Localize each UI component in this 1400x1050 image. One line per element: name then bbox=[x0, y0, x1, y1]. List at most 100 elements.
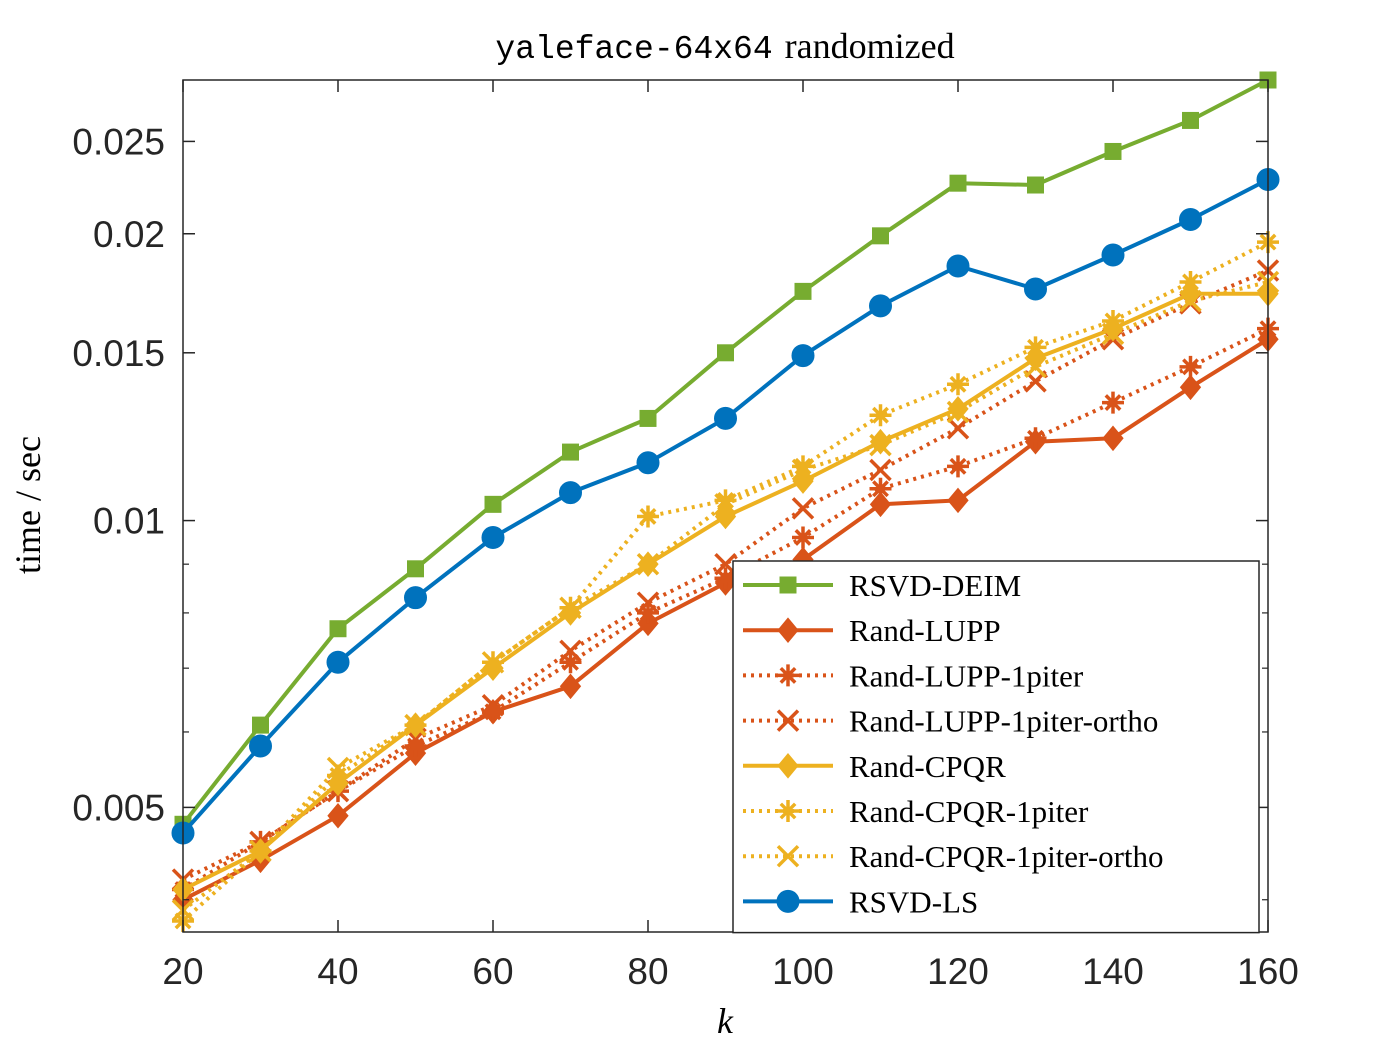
legend-item: Rand-LUPP-1piter-ortho bbox=[743, 704, 1158, 739]
data-point bbox=[637, 505, 659, 528]
data-point bbox=[481, 525, 505, 549]
legend-marker bbox=[779, 576, 797, 594]
legend-marker bbox=[777, 617, 799, 643]
data-point bbox=[326, 756, 350, 780]
data-point bbox=[562, 443, 579, 461]
data-point bbox=[869, 433, 892, 457]
legend-item: Rand-LUPP-1piter bbox=[743, 658, 1084, 693]
data-point bbox=[404, 586, 427, 610]
legend-marker bbox=[777, 800, 799, 822]
data-point bbox=[559, 481, 582, 505]
data-point bbox=[637, 601, 659, 624]
legend-item: Rand-LUPP bbox=[743, 613, 1001, 648]
data-point bbox=[252, 716, 269, 734]
legend-label: Rand-CPQR-1piter bbox=[849, 794, 1089, 829]
data-point bbox=[946, 400, 970, 424]
data-point bbox=[714, 567, 737, 590]
data-point bbox=[1179, 374, 1202, 401]
y-tick-label: 0.01 bbox=[93, 501, 165, 542]
legend-label: Rand-CPQR-1piter-ortho bbox=[849, 839, 1164, 874]
axes-box bbox=[182, 79, 1269, 933]
x-axis-label: k bbox=[717, 1001, 734, 1041]
data-point bbox=[329, 620, 347, 638]
legend-label: Rand-LUPP-1piter bbox=[849, 658, 1084, 693]
data-point bbox=[407, 560, 424, 578]
x-tick-label: 120 bbox=[927, 951, 989, 992]
chart-title-dataset: yaleface-64x64 bbox=[495, 31, 772, 68]
legend-marker bbox=[776, 889, 800, 913]
legend-marker bbox=[776, 844, 800, 868]
data-point bbox=[947, 487, 969, 514]
y-tick-label: 0.015 bbox=[72, 333, 165, 374]
data-point bbox=[1024, 336, 1047, 359]
legend-item: Rand-CPQR-1piter-ortho bbox=[743, 839, 1164, 874]
x-tick-label: 140 bbox=[1082, 951, 1144, 992]
data-point bbox=[1179, 355, 1202, 378]
data-point bbox=[404, 734, 427, 757]
legend-label: RSVD-DEIM bbox=[849, 568, 1021, 603]
series-layer bbox=[171, 71, 1280, 932]
data-point bbox=[947, 373, 969, 396]
data-point bbox=[1024, 277, 1047, 301]
legend-box bbox=[732, 560, 1260, 934]
data-point bbox=[947, 455, 969, 478]
axes-layer: 20 40 60 80 100 120 140 160 0.005 0.01 0.015 0.02 0.… bbox=[72, 79, 1299, 992]
y-tick-label: 0.005 bbox=[72, 787, 165, 828]
legend-item: RSVD-DEIM bbox=[743, 568, 1021, 603]
data-point bbox=[1027, 176, 1044, 194]
data-point bbox=[791, 497, 815, 520]
x-tick-label: 80 bbox=[627, 951, 668, 992]
chart-title: yaleface-64x64 randomized bbox=[495, 26, 954, 68]
x-tick-label: 60 bbox=[472, 951, 513, 992]
y-axis-label: time / sec bbox=[8, 436, 48, 574]
data-point bbox=[872, 227, 889, 245]
data-point bbox=[714, 489, 737, 512]
data-point bbox=[482, 700, 504, 723]
data-point bbox=[791, 458, 815, 482]
data-point bbox=[946, 254, 970, 278]
data-point bbox=[869, 458, 892, 482]
data-point bbox=[1179, 208, 1202, 232]
data-point bbox=[1024, 427, 1047, 450]
data-point bbox=[249, 839, 272, 863]
data-point bbox=[791, 344, 815, 368]
series-line bbox=[182, 268, 1269, 882]
legend-marker bbox=[776, 709, 800, 732]
chart-title-rest: randomized bbox=[785, 26, 955, 66]
x-tick-label: 40 bbox=[317, 951, 358, 992]
data-point bbox=[717, 344, 734, 362]
data-point bbox=[484, 495, 502, 513]
data-point bbox=[559, 639, 582, 663]
data-point bbox=[559, 651, 582, 674]
y-tick-label: 0.02 bbox=[93, 214, 165, 255]
legend-label: Rand-LUPP bbox=[849, 613, 1001, 648]
legend-marker bbox=[777, 753, 799, 779]
data-point bbox=[1102, 391, 1124, 414]
data-point bbox=[869, 404, 892, 427]
legend-marker bbox=[777, 664, 799, 687]
data-point bbox=[714, 552, 737, 576]
data-point bbox=[869, 294, 892, 318]
x-tick-label: 160 bbox=[1237, 951, 1299, 992]
data-point bbox=[327, 802, 349, 829]
data-point bbox=[481, 694, 505, 717]
legend-label: RSVD-LS bbox=[849, 884, 978, 919]
data-point bbox=[949, 174, 967, 192]
legend-label: Rand-LUPP-1piter-ortho bbox=[849, 704, 1158, 739]
data-point bbox=[1104, 142, 1122, 160]
data-point bbox=[481, 651, 505, 674]
x-tick-label: 100 bbox=[772, 951, 834, 992]
data-point bbox=[639, 409, 657, 427]
legend-item: Rand-CPQR bbox=[743, 749, 1006, 784]
data-point bbox=[792, 526, 814, 549]
data-point bbox=[326, 650, 350, 674]
legend-item: Rand-CPQR-1piter bbox=[743, 794, 1089, 829]
series-rand-cpqr-1piter-ortho bbox=[171, 270, 1280, 922]
data-point bbox=[559, 673, 582, 700]
x-tick-label: 20 bbox=[162, 951, 203, 992]
data-point bbox=[1179, 270, 1202, 293]
data-point bbox=[1101, 243, 1125, 267]
data-point bbox=[1101, 322, 1125, 346]
data-point bbox=[869, 477, 892, 500]
data-point bbox=[636, 451, 660, 475]
